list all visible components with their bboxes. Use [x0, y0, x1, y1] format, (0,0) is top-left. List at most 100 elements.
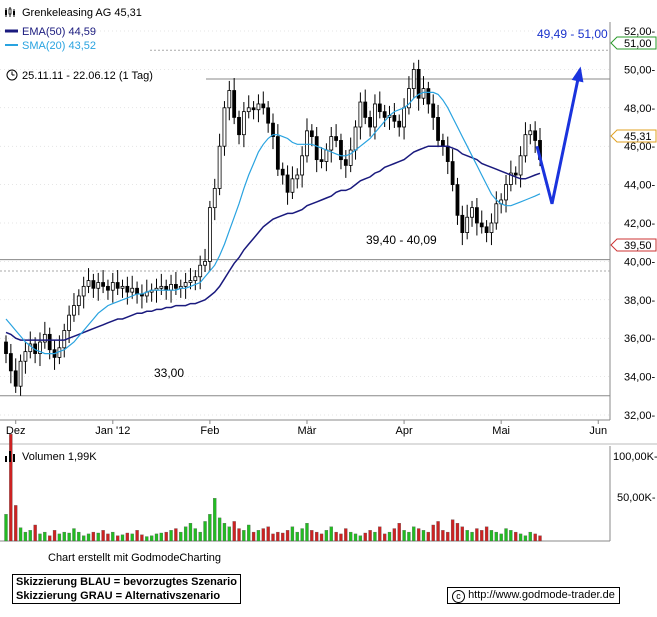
x-axis: Dez Jan '12 Feb Mär Apr Mai Jun — [6, 420, 607, 437]
candle-body — [72, 305, 76, 316]
y-tick-label: 42,00- — [624, 218, 656, 230]
volume-bar — [518, 533, 523, 542]
candle-body — [513, 172, 518, 176]
target-zone-label: 49,49 - 51,00 — [537, 27, 608, 41]
volume-bar — [38, 533, 42, 542]
candle-body — [8, 353, 13, 372]
candle-body — [130, 287, 135, 293]
volume-bar — [509, 530, 513, 542]
volume-bar — [96, 532, 100, 542]
x-tick-label: Feb — [200, 425, 219, 437]
candle-body — [348, 149, 353, 166]
volume-bar — [436, 521, 440, 542]
volume-bar — [499, 533, 503, 542]
volume-bar — [528, 531, 532, 542]
svg-text:51,00: 51,00 — [624, 38, 652, 50]
period-label: 25.11.11 - 22.06.12 (1 Tag) — [22, 70, 153, 82]
volume-bar — [412, 526, 416, 542]
candle-body — [285, 174, 290, 193]
volume-bar — [198, 531, 202, 542]
volume-bar — [183, 526, 188, 542]
volume-bar — [86, 533, 91, 542]
candle-body — [246, 107, 251, 113]
candle-body — [455, 184, 460, 216]
candle-body — [42, 333, 47, 343]
volume-bar — [421, 530, 426, 542]
volume-bar — [57, 533, 62, 542]
candle-body — [183, 282, 188, 287]
candle-body — [300, 155, 305, 176]
candle-body — [431, 103, 436, 118]
source-url[interactable]: http://www.godmode-trader.de — [468, 589, 615, 601]
volume-bar — [159, 532, 163, 542]
volume-bar — [295, 531, 299, 542]
candle-body — [193, 276, 198, 282]
volume-bar — [256, 530, 261, 542]
volume-bar — [261, 528, 265, 542]
y-tick-label: 34,00- — [624, 372, 656, 384]
volume-bar — [383, 533, 387, 542]
candle-body — [251, 107, 256, 111]
resistance-zone-label: 39,40 - 40,09 — [366, 233, 437, 247]
candle-body — [489, 222, 494, 233]
candle-body — [256, 103, 261, 111]
candle-body — [319, 159, 324, 162]
candle-body — [295, 174, 300, 180]
candle-body — [343, 159, 348, 166]
candle-body — [290, 178, 295, 193]
volume-bar — [179, 531, 183, 542]
volume-bar — [407, 531, 411, 542]
candle-body — [38, 341, 42, 354]
header-legend: Grenkeleasing AG 45,31 EMA(50) 44,59 SMA… — [5, 7, 153, 82]
volume-bar — [334, 531, 338, 542]
volume-bar — [465, 530, 469, 542]
candle-body — [76, 295, 81, 306]
volume-bar — [106, 533, 110, 542]
x-tick-label: Dez — [6, 425, 26, 437]
x-tick-label: Mai — [492, 425, 510, 437]
candle-body — [377, 103, 382, 113]
volume-bar — [441, 530, 445, 542]
volume-bar — [397, 523, 401, 542]
volume-bar — [67, 532, 71, 542]
volume-icon — [5, 451, 15, 462]
support-label: 33,00 — [154, 366, 184, 380]
volume-bar — [480, 530, 484, 542]
volume-bar — [77, 531, 81, 542]
candle-body — [4, 341, 8, 354]
volume-bar — [23, 531, 28, 542]
volume-bar — [329, 526, 333, 542]
candle-body — [397, 120, 402, 128]
volume-bar — [285, 530, 290, 542]
scenario-arrow-head — [571, 66, 584, 83]
candle-body — [479, 222, 484, 228]
candle-body — [275, 136, 280, 170]
volume-bar — [18, 527, 23, 542]
scenario-arrow-line — [535, 69, 582, 205]
volume-bar — [349, 531, 353, 542]
candle-body — [261, 103, 266, 109]
badge-target-price: 51,00 — [610, 36, 657, 50]
volume-bar — [470, 531, 474, 542]
volume-bar — [300, 528, 304, 542]
scenario-arrow — [535, 66, 584, 205]
candle-body — [465, 216, 470, 234]
volume-bar — [203, 521, 207, 542]
volume-bar — [271, 533, 275, 542]
source-link[interactable]: c http://www.godmode-trader.de — [447, 587, 620, 604]
volume-bar — [154, 533, 159, 542]
volume-bar — [125, 532, 130, 542]
candle-body — [227, 90, 232, 109]
candle-body — [441, 140, 445, 147]
volume-bar — [392, 528, 397, 542]
volume-bar — [242, 530, 246, 542]
candle-body — [460, 214, 465, 234]
y-tick-label: 48,00- — [624, 103, 656, 115]
volume-tick-100k: 100,00K- — [613, 451, 657, 463]
candle-body — [271, 122, 275, 138]
candle-body — [368, 117, 372, 128]
volume-bar — [305, 523, 309, 542]
candle-icon — [5, 7, 15, 17]
volume-bar — [344, 528, 348, 542]
candle-body — [280, 168, 285, 176]
